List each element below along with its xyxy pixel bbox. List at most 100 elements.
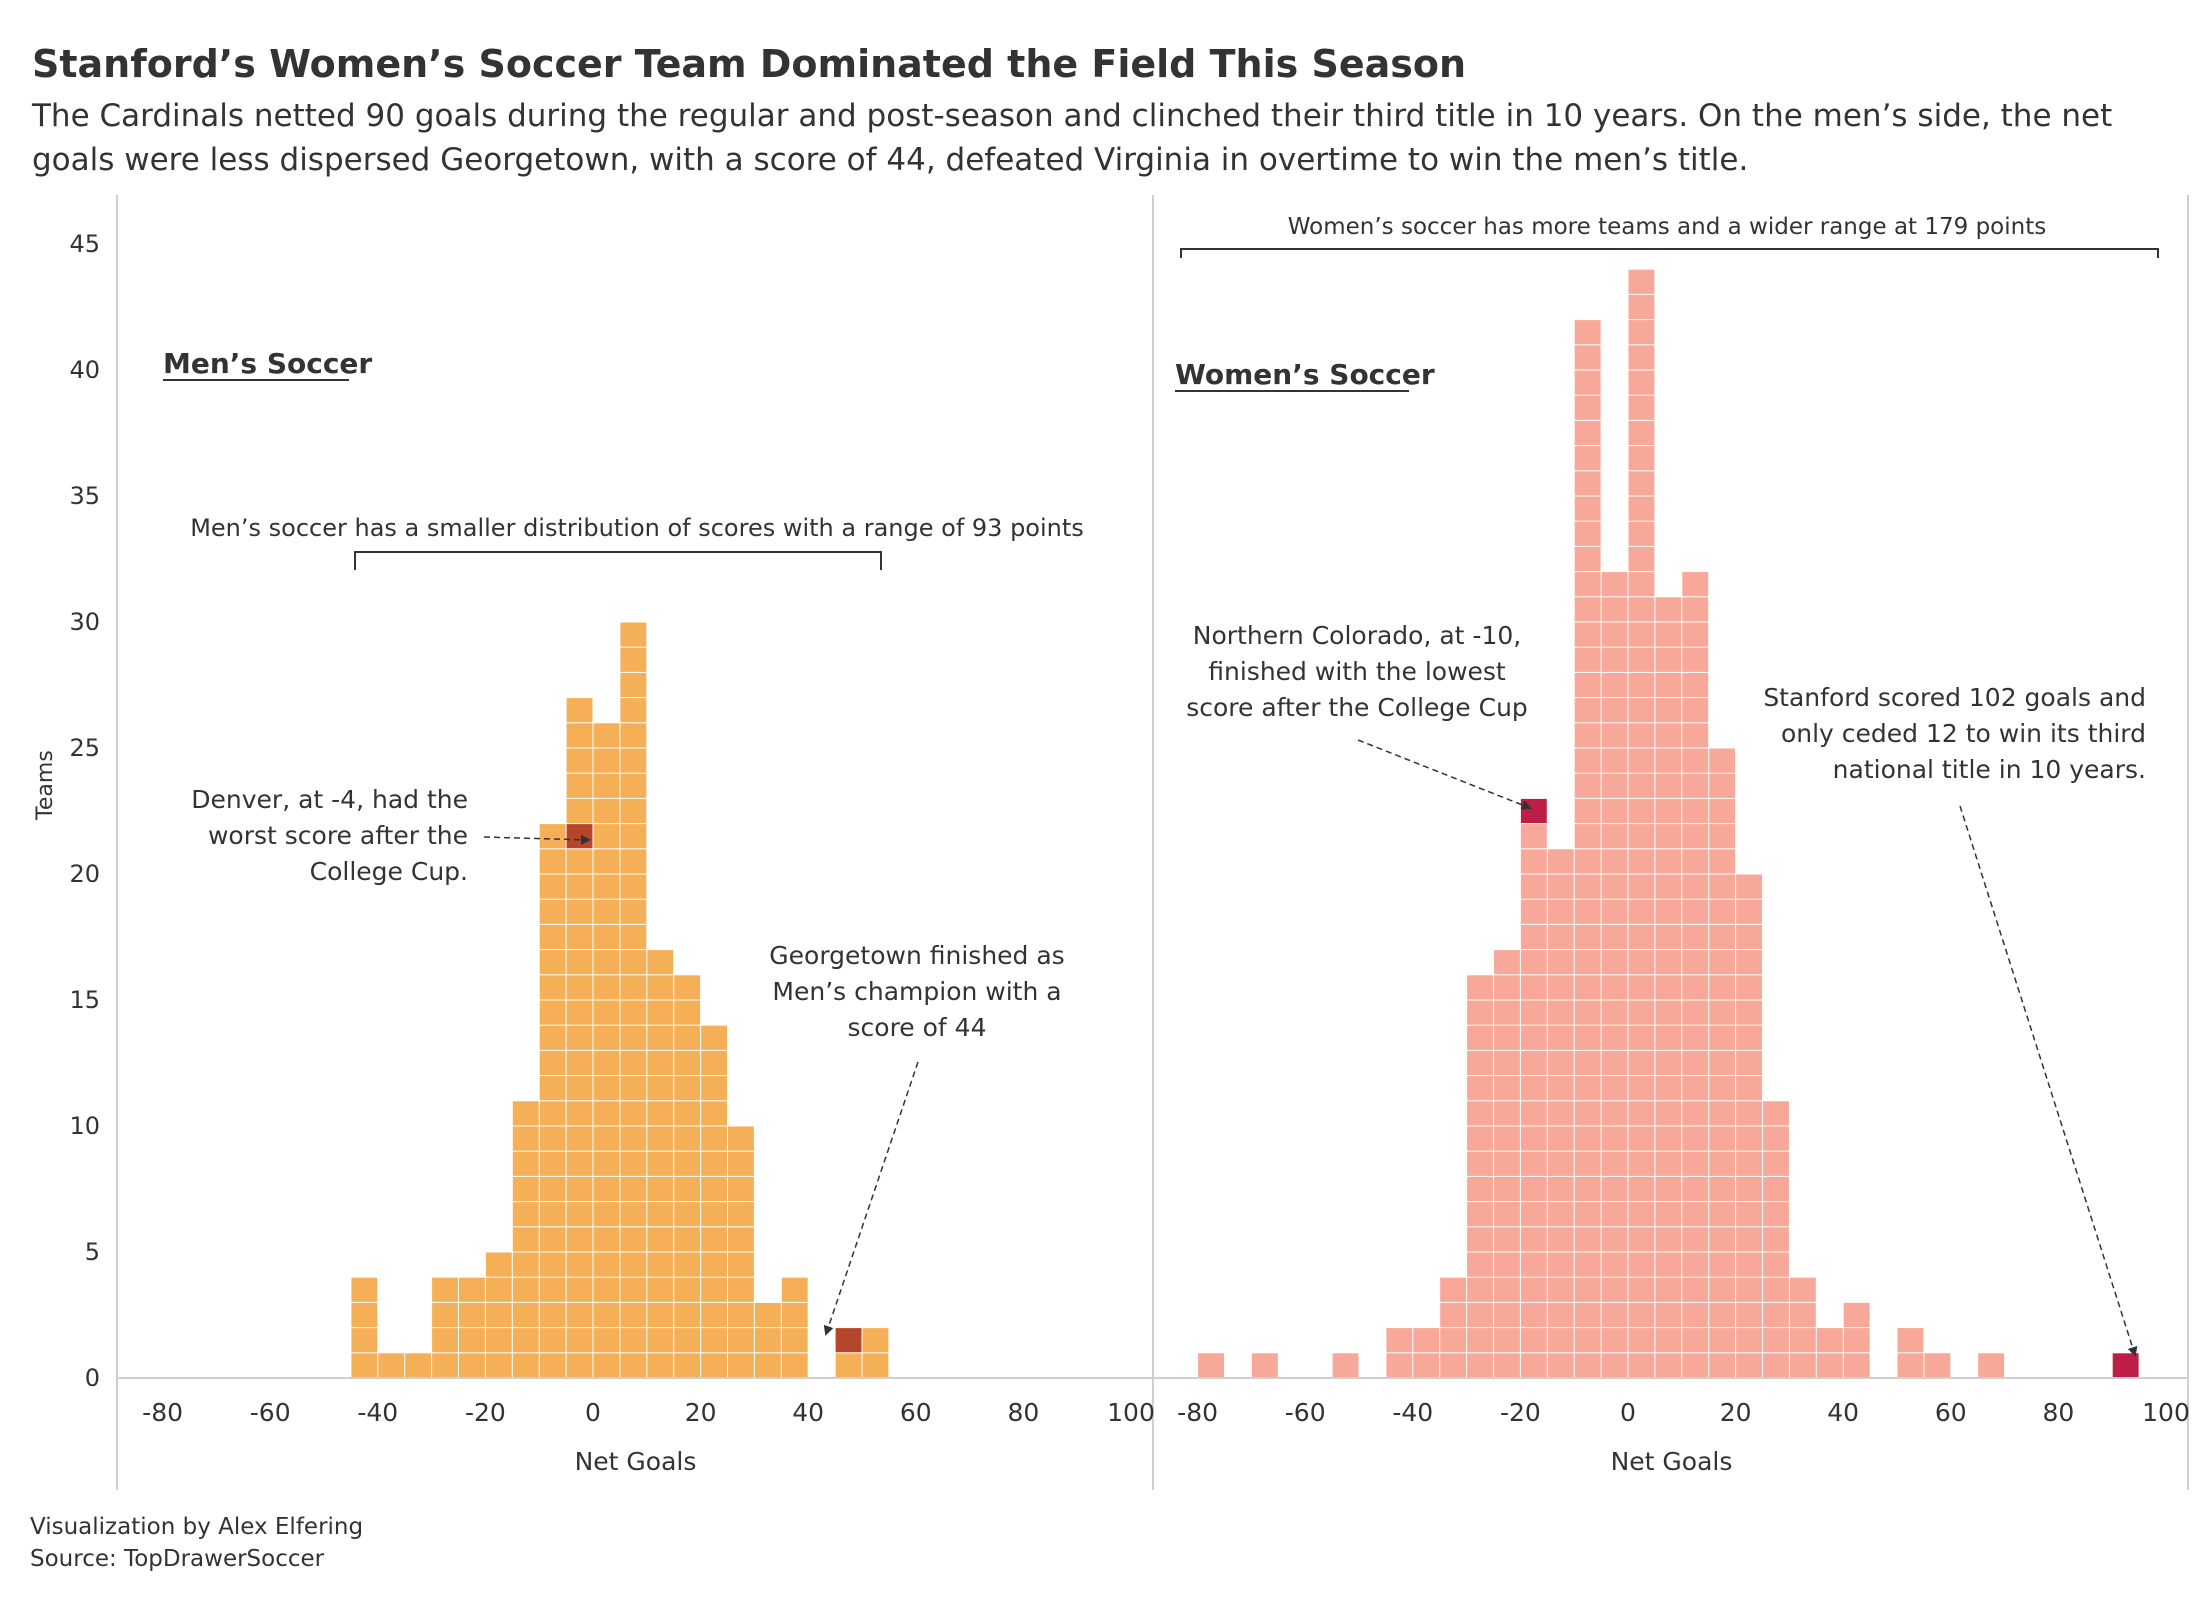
annotation-text: Georgetown finished as <box>769 941 1064 970</box>
bar-cell <box>1736 874 1762 899</box>
bar-cell <box>593 1227 620 1252</box>
bar-cell <box>593 849 620 874</box>
bar-cell <box>647 1328 674 1353</box>
bar-cell <box>1709 798 1736 824</box>
y-tick-label: 5 <box>85 1238 100 1266</box>
bar-cell <box>1601 672 1628 698</box>
bar-cell <box>539 824 566 849</box>
y-tick-label: 45 <box>69 230 100 258</box>
bar-cell <box>539 950 566 975</box>
bar-cell <box>1574 496 1601 521</box>
bar-cell <box>701 1277 727 1302</box>
bar-cell <box>674 1076 701 1101</box>
bar-cell <box>1682 1277 1709 1302</box>
page-title: Stanford’s Women’s Soccer Team Dominated… <box>32 42 1467 86</box>
bar-cell <box>1736 1353 1762 1378</box>
bar-cell <box>1574 1000 1601 1025</box>
bar-cell <box>620 1277 647 1302</box>
bar-cell <box>539 899 566 924</box>
bar-cell <box>701 1050 727 1076</box>
bar-cell <box>1494 1353 1520 1378</box>
bar-cell <box>512 1176 539 1202</box>
bar-cell <box>1736 1126 1762 1151</box>
bar-cell <box>1467 1025 1493 1050</box>
bar-cell <box>1547 1328 1574 1353</box>
bar-cell <box>1574 975 1601 1000</box>
bar-cell <box>1494 1101 1520 1126</box>
bar-cell <box>1520 1025 1547 1050</box>
bar-cell <box>1628 698 1655 723</box>
bar-cell <box>1601 1328 1628 1353</box>
y-tick-label: 25 <box>69 734 100 762</box>
bar-cell <box>1520 1126 1547 1151</box>
bar-cell <box>593 824 620 849</box>
bar-cell <box>566 1353 593 1378</box>
bar-cell <box>1655 849 1682 874</box>
bar-cell <box>1655 1353 1682 1378</box>
bar-cell <box>539 1227 566 1252</box>
bar-cell <box>701 1126 727 1151</box>
bar-cell <box>1467 1353 1493 1378</box>
bar-cell <box>1736 1252 1762 1277</box>
bar-cell <box>1628 1126 1655 1151</box>
bar-cell <box>674 1000 701 1025</box>
x-tick-label: 60 <box>900 1398 932 1427</box>
bar-cell <box>1736 1277 1762 1302</box>
bar-cell <box>539 1302 566 1328</box>
bar-cell <box>1332 1353 1359 1378</box>
bar-cell <box>1709 1252 1736 1277</box>
bar-cell <box>1978 1353 2005 1378</box>
bar-cell <box>1655 723 1682 748</box>
bar-cell <box>728 1126 754 1151</box>
bar-cell <box>1763 1151 1789 1176</box>
bar-cell <box>566 798 593 824</box>
bar-cell <box>593 1252 620 1277</box>
bar-cell <box>1655 1025 1682 1050</box>
bar-cell <box>620 798 647 824</box>
bar-cell <box>1574 849 1601 874</box>
bar-cell <box>620 1202 647 1227</box>
bar-cell <box>1763 1126 1789 1151</box>
bar-cell <box>1574 572 1601 597</box>
bar-cell <box>1655 1302 1682 1328</box>
bar-cell <box>1816 1353 1843 1378</box>
bar-cell <box>1655 622 1682 647</box>
y-tick-label: 40 <box>69 356 100 384</box>
women-panel-title: Women’s Soccer <box>1175 358 1435 391</box>
bar-cell <box>1628 370 1655 395</box>
bar-cell <box>1547 1176 1574 1202</box>
bar-cell <box>1682 874 1709 899</box>
bar-cell <box>1736 1101 1762 1126</box>
bar-cell <box>1655 899 1682 924</box>
bar-cell <box>1628 1227 1655 1252</box>
bar-cell <box>432 1353 458 1378</box>
bar-cell <box>1655 1050 1682 1076</box>
bar-cell <box>701 1176 727 1202</box>
bar-cell <box>512 1202 539 1227</box>
bar-cell <box>539 1000 566 1025</box>
bar-cell <box>1709 773 1736 798</box>
bar-cell <box>539 1025 566 1050</box>
bar-cell <box>1682 647 1709 672</box>
bar-cell <box>1655 647 1682 672</box>
bar-cell <box>1520 1227 1547 1252</box>
bar-cell <box>1601 1277 1628 1302</box>
bar-cell <box>647 1126 674 1151</box>
bar-cell <box>1574 420 1601 446</box>
bar-cell <box>1547 1202 1574 1227</box>
bar-cell <box>674 1202 701 1227</box>
bar-cell <box>566 723 593 748</box>
georgetown-arrow <box>823 1061 919 1336</box>
bar-cell <box>1574 824 1601 849</box>
bar-cell <box>512 1353 539 1378</box>
bar-cell <box>701 1202 727 1227</box>
bar-cell <box>1494 1025 1520 1050</box>
bar-cell <box>1574 1353 1601 1378</box>
bar-cell <box>593 1277 620 1302</box>
page-subtitle: The Cardinals netted 90 goals during the… <box>32 98 2113 178</box>
bar-cell <box>1655 672 1682 698</box>
stanford-arrow <box>1959 805 2138 1357</box>
bar-cell <box>1655 1202 1682 1227</box>
x-tick-label: 60 <box>1935 1398 1967 1427</box>
